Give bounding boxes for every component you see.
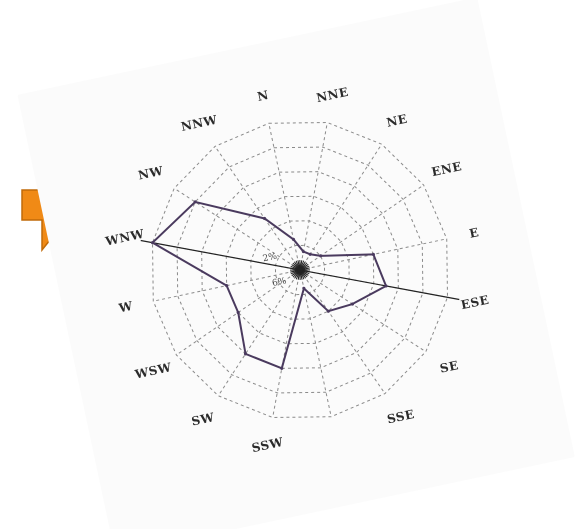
series-point-sw: [243, 352, 248, 356]
series-point-s: [302, 286, 306, 290]
direction-label-nne: NNE: [315, 85, 350, 105]
series-point-w: [225, 283, 229, 288]
grid-ring: [201, 171, 399, 369]
direction-label-ese: ESE: [460, 293, 491, 313]
grid-spoke-ssw: [272, 269, 301, 418]
series-point-n: [291, 237, 296, 242]
direction-label-ssw: SSW: [250, 435, 284, 455]
grid-spoke-se: [299, 269, 427, 353]
series-point-ne: [308, 252, 312, 256]
direction-label-sse: SSE: [386, 407, 416, 426]
grid-spoke-ne: [299, 143, 383, 271]
grid-ring: [152, 122, 448, 418]
series-point-sse: [326, 309, 330, 313]
series-point-e: [371, 252, 375, 257]
series-point-ese: [384, 284, 388, 288]
series-point-se: [350, 302, 355, 306]
series-point-wsw: [236, 310, 240, 315]
center-dot: [297, 267, 303, 273]
direction-label-nw: NW: [137, 164, 165, 183]
grid-spoke-nw: [173, 187, 301, 271]
direction-label-ene: ENE: [430, 159, 463, 179]
series-point-nnw: [262, 216, 267, 221]
grid-ring: [176, 146, 424, 394]
direction-label-ne: NE: [385, 112, 409, 130]
grid-spoke-nne: [299, 122, 328, 271]
grid-spoke-sw: [217, 269, 301, 397]
series-point-nne: [301, 249, 306, 254]
series-point-wnw: [150, 241, 155, 245]
direction-label-sw: SW: [190, 410, 216, 429]
direction-label-e: E: [468, 225, 480, 241]
direction-label-w: W: [117, 299, 135, 316]
direction-label-n: N: [256, 88, 270, 104]
series-point-ene: [319, 254, 323, 258]
series-point-nw: [193, 200, 197, 204]
inner-label: 2%: [262, 252, 278, 265]
grid-spoke-s: [299, 269, 332, 417]
direction-label-se: SE: [439, 358, 460, 376]
inner-label: 6%: [271, 276, 287, 289]
grid-spoke-n: [268, 123, 301, 271]
series-point-ssw: [280, 366, 284, 370]
